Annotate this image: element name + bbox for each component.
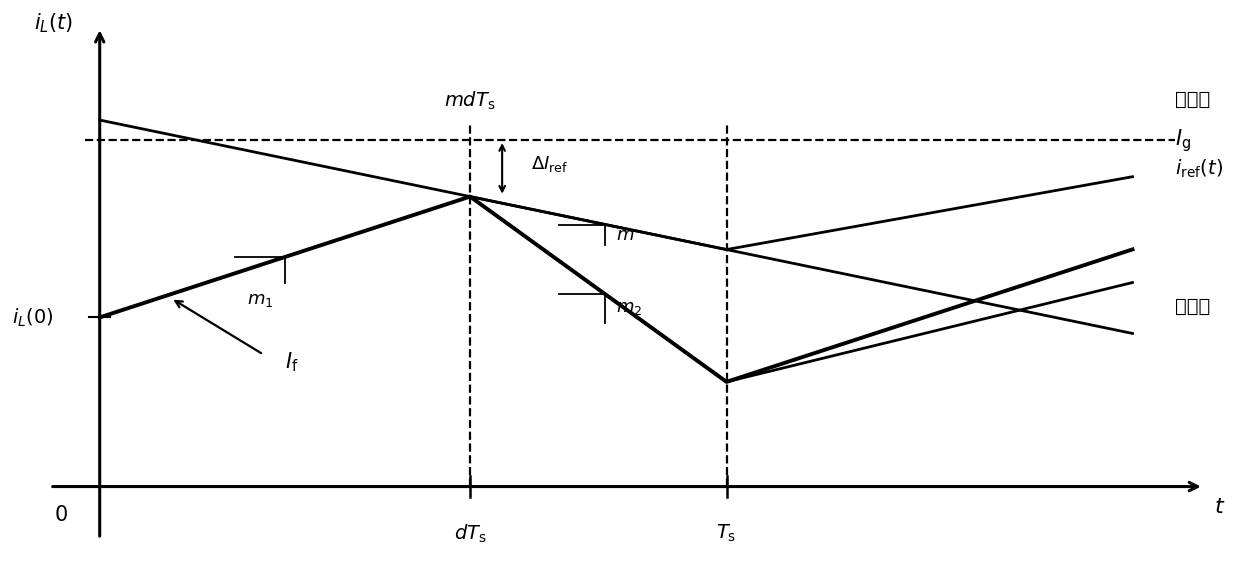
Text: $i_{\rm ref}(t)$: $i_{\rm ref}(t)$: [1176, 157, 1223, 180]
Text: $\Delta I_{\rm ref}$: $\Delta I_{\rm ref}$: [531, 155, 568, 174]
Text: $T_{\rm s}$: $T_{\rm s}$: [717, 523, 737, 544]
Text: $I_{\rm f}$: $I_{\rm f}$: [285, 351, 299, 375]
Text: $dT_{\rm s}$: $dT_{\rm s}$: [454, 523, 486, 545]
Text: $m$: $m$: [616, 226, 635, 243]
Text: 补偿前: 补偿前: [1176, 91, 1210, 109]
Text: $I_{\rm g}$: $I_{\rm g}$: [1176, 127, 1192, 153]
Text: $i_L(0)$: $i_L(0)$: [12, 306, 53, 328]
Text: $i_L(t)$: $i_L(t)$: [33, 12, 73, 36]
Text: $0$: $0$: [53, 505, 67, 525]
Text: $mdT_{\rm s}$: $mdT_{\rm s}$: [444, 89, 496, 112]
Text: $t$: $t$: [1214, 496, 1226, 518]
Text: $m_1$: $m_1$: [247, 291, 273, 309]
Text: $m_2$: $m_2$: [616, 299, 642, 318]
Text: 补偿后: 补偿后: [1176, 297, 1210, 316]
